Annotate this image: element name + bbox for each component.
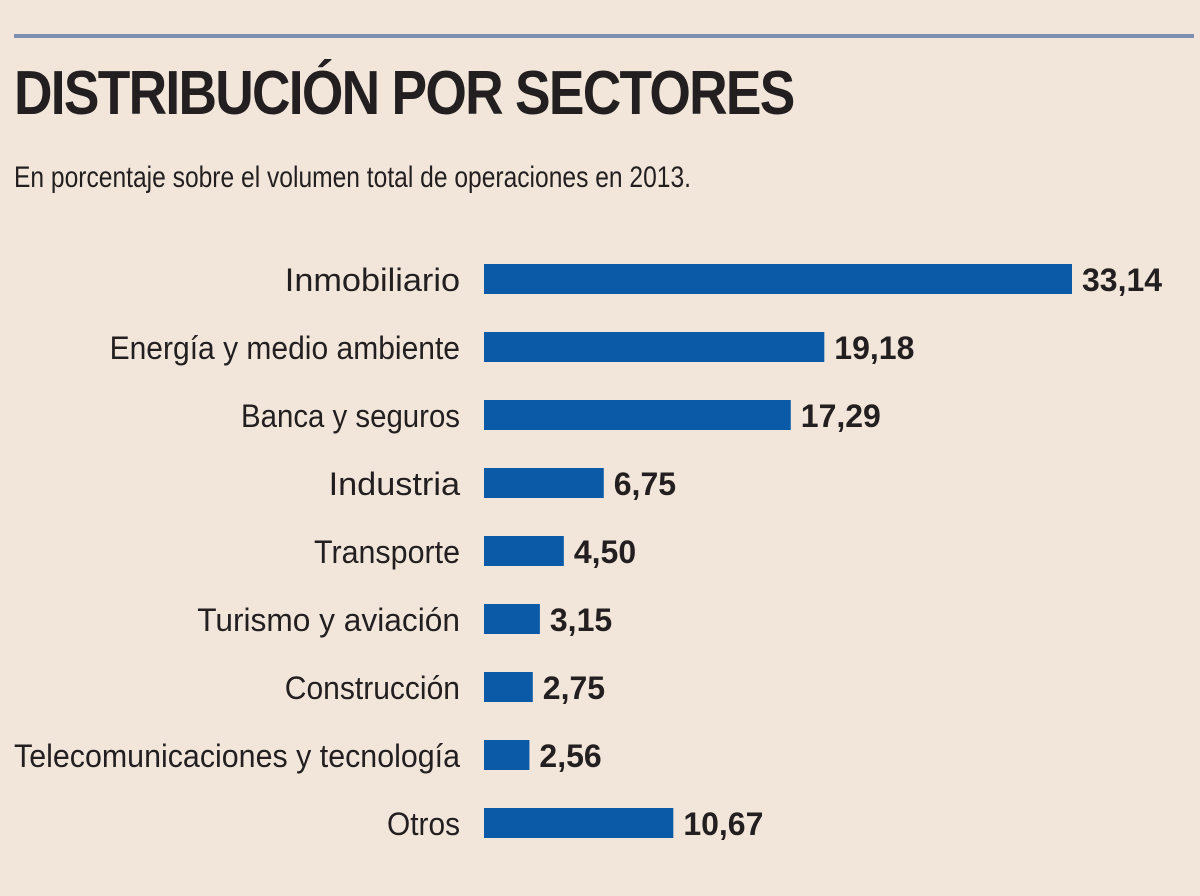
value-label: 3,15 <box>550 602 612 638</box>
bar <box>484 400 791 430</box>
category-label: Turismo y aviación <box>197 602 460 638</box>
category-label: Transporte <box>314 534 460 570</box>
bar <box>484 808 674 838</box>
value-label: 19,18 <box>834 330 914 366</box>
value-label: 17,29 <box>801 398 881 434</box>
bar <box>484 740 530 770</box>
category-label: Otros <box>387 806 460 842</box>
category-label: Telecomunicaciones y tecnología <box>14 738 460 774</box>
value-label: 6,75 <box>614 466 676 502</box>
category-label: Energía y medio ambiente <box>110 330 460 366</box>
bar <box>484 264 1072 294</box>
category-label: Inmobiliario <box>285 262 460 298</box>
top-rule <box>14 34 1194 38</box>
category-label: Industria <box>329 466 461 502</box>
value-label: 2,75 <box>543 670 605 706</box>
value-label: 10,67 <box>683 806 763 842</box>
category-label: Construcción <box>285 670 460 706</box>
bar <box>484 332 825 362</box>
bar <box>484 468 604 498</box>
bar <box>484 604 540 634</box>
category-label: Banca y seguros <box>241 398 460 434</box>
value-label: 33,14 <box>1082 262 1162 298</box>
chart-title: DISTRIBUCIÓN POR SECTORES <box>14 59 795 128</box>
bar <box>484 672 533 702</box>
bar <box>484 536 564 566</box>
chart-subtitle: En porcentaje sobre el volumen total de … <box>14 161 691 194</box>
value-label: 4,50 <box>574 534 636 570</box>
value-label: 2,56 <box>539 738 601 774</box>
